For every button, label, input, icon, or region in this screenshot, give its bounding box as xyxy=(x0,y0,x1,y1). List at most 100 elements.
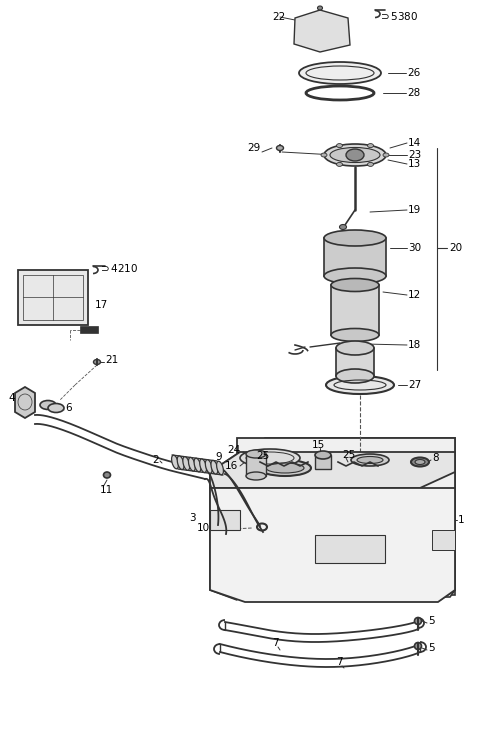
Ellipse shape xyxy=(94,359,100,364)
Ellipse shape xyxy=(411,458,429,467)
Text: 27: 27 xyxy=(408,380,421,390)
Ellipse shape xyxy=(211,461,218,474)
Text: 18: 18 xyxy=(408,340,421,350)
Ellipse shape xyxy=(346,149,364,161)
Ellipse shape xyxy=(177,456,184,469)
Ellipse shape xyxy=(240,449,300,467)
Bar xyxy=(23,275,83,320)
Polygon shape xyxy=(235,460,455,595)
Text: 30: 30 xyxy=(408,243,421,253)
Polygon shape xyxy=(15,387,35,418)
Text: 16: 16 xyxy=(225,461,238,471)
Text: 25: 25 xyxy=(342,450,355,460)
Text: 28: 28 xyxy=(407,88,420,98)
Ellipse shape xyxy=(321,153,327,157)
Text: $\supset$4210: $\supset$4210 xyxy=(98,262,138,274)
Ellipse shape xyxy=(351,454,389,466)
Text: 29: 29 xyxy=(247,143,260,153)
Ellipse shape xyxy=(216,461,223,475)
Text: 6: 6 xyxy=(65,403,72,413)
Ellipse shape xyxy=(383,153,389,157)
Ellipse shape xyxy=(331,329,379,341)
Ellipse shape xyxy=(357,456,383,464)
Text: 2: 2 xyxy=(152,455,158,465)
Text: 25: 25 xyxy=(256,451,269,461)
Ellipse shape xyxy=(330,147,380,163)
Ellipse shape xyxy=(194,459,201,472)
Bar xyxy=(315,455,331,469)
Ellipse shape xyxy=(266,463,304,473)
Text: 22: 22 xyxy=(272,12,285,22)
Text: 4: 4 xyxy=(8,393,14,403)
Ellipse shape xyxy=(183,456,190,470)
Ellipse shape xyxy=(326,376,394,394)
Text: $\supset$5380: $\supset$5380 xyxy=(378,10,419,22)
Polygon shape xyxy=(210,452,455,488)
Ellipse shape xyxy=(368,163,373,166)
Ellipse shape xyxy=(324,230,386,246)
Text: 24: 24 xyxy=(227,445,240,455)
Text: 5: 5 xyxy=(428,643,434,653)
Ellipse shape xyxy=(415,642,421,650)
Ellipse shape xyxy=(200,459,206,472)
Ellipse shape xyxy=(336,163,343,166)
Polygon shape xyxy=(210,452,240,600)
Bar xyxy=(315,535,385,563)
Polygon shape xyxy=(210,510,240,530)
Ellipse shape xyxy=(48,403,64,413)
Ellipse shape xyxy=(415,617,421,625)
Ellipse shape xyxy=(171,455,179,469)
Ellipse shape xyxy=(317,6,323,10)
Ellipse shape xyxy=(415,459,425,464)
Ellipse shape xyxy=(276,146,284,150)
Text: 26: 26 xyxy=(407,68,420,78)
Ellipse shape xyxy=(315,451,331,459)
Polygon shape xyxy=(235,460,455,597)
Text: 1: 1 xyxy=(458,515,465,525)
Ellipse shape xyxy=(299,62,381,84)
Ellipse shape xyxy=(339,225,347,230)
Bar xyxy=(80,326,98,333)
Text: 5: 5 xyxy=(428,616,434,626)
Text: 17: 17 xyxy=(95,300,108,310)
Bar xyxy=(331,285,379,335)
Text: 8: 8 xyxy=(432,453,439,463)
Text: 7: 7 xyxy=(272,638,278,648)
Bar xyxy=(336,348,374,376)
Text: 19: 19 xyxy=(408,205,421,215)
Text: 15: 15 xyxy=(312,440,324,450)
Bar xyxy=(246,454,266,476)
Text: 3: 3 xyxy=(190,513,196,523)
Text: 10: 10 xyxy=(197,523,210,533)
Text: 21: 21 xyxy=(105,355,118,365)
Ellipse shape xyxy=(324,144,386,166)
Ellipse shape xyxy=(331,278,379,292)
Text: 11: 11 xyxy=(100,485,113,495)
Text: 13: 13 xyxy=(408,159,421,169)
Ellipse shape xyxy=(205,460,212,473)
Polygon shape xyxy=(18,270,88,325)
Polygon shape xyxy=(235,438,455,460)
Ellipse shape xyxy=(246,450,266,458)
Ellipse shape xyxy=(104,472,110,478)
Text: 7: 7 xyxy=(336,657,343,667)
Ellipse shape xyxy=(336,144,343,147)
Ellipse shape xyxy=(259,460,311,476)
Text: 12: 12 xyxy=(408,290,421,300)
Ellipse shape xyxy=(368,144,373,147)
Ellipse shape xyxy=(336,369,374,383)
Polygon shape xyxy=(294,10,350,52)
Ellipse shape xyxy=(189,457,195,471)
Text: 14: 14 xyxy=(408,138,421,148)
Ellipse shape xyxy=(324,268,386,284)
Bar xyxy=(324,238,386,276)
Ellipse shape xyxy=(40,400,56,410)
Ellipse shape xyxy=(336,341,374,355)
Text: 9: 9 xyxy=(215,452,222,462)
Ellipse shape xyxy=(246,472,266,480)
Text: 20: 20 xyxy=(449,243,462,253)
Polygon shape xyxy=(432,530,455,550)
Polygon shape xyxy=(210,488,455,602)
Polygon shape xyxy=(237,438,455,600)
Text: 23: 23 xyxy=(408,150,421,160)
